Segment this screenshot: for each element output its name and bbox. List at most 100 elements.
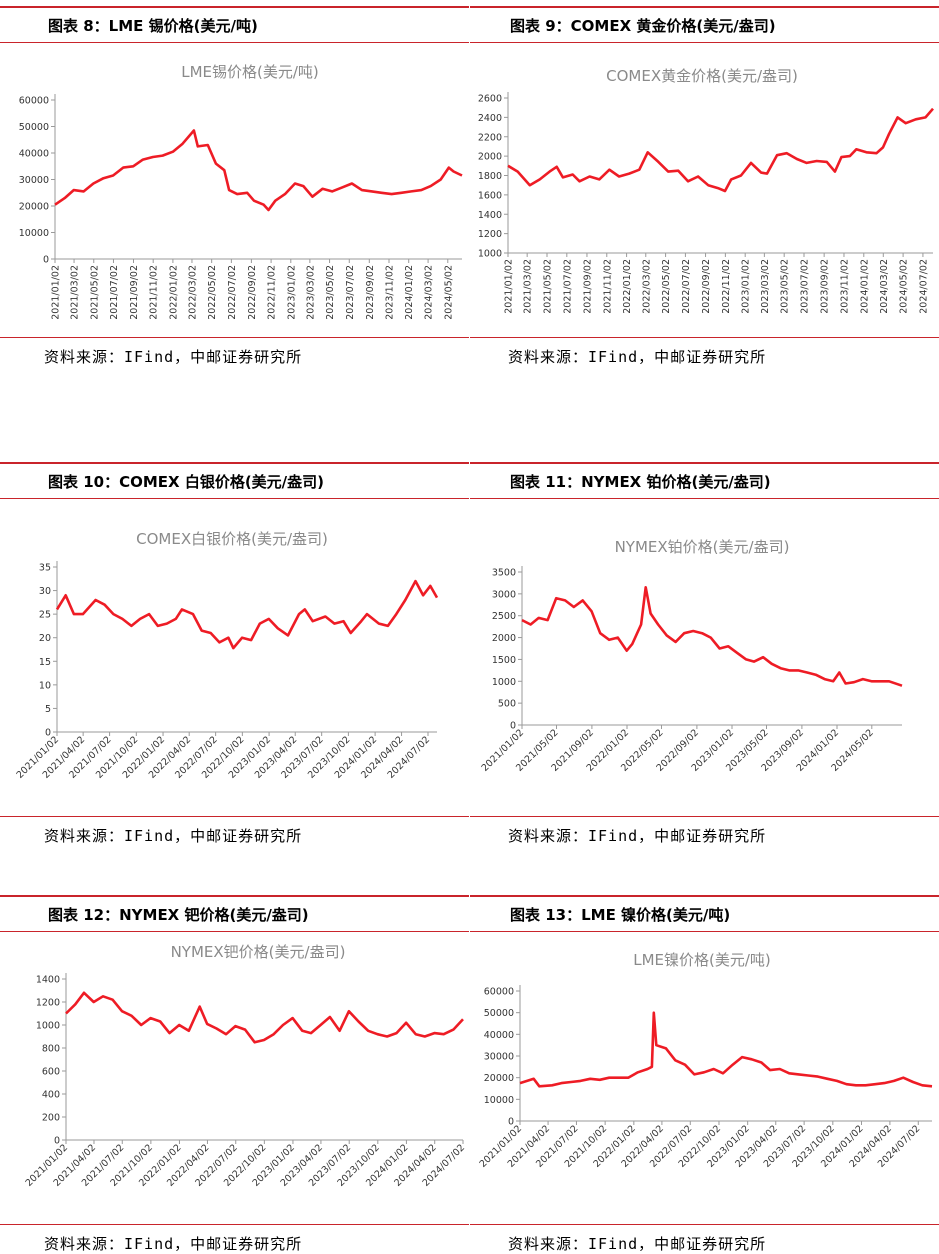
x-tick-label: 2022/07/02: [681, 259, 692, 314]
chart-title: COMEX黄金价格(美元/盎司): [606, 67, 798, 85]
y-tick-label: 3000: [492, 589, 516, 600]
y-tick-label: 600: [42, 1067, 60, 1078]
x-tick-label: 2023/05/02: [780, 259, 791, 314]
panel-title: 图表 8：LME 锡价格(美元/吨): [48, 17, 258, 35]
y-tick-label: 2000: [478, 152, 502, 163]
x-tick-label: 2022/09/02: [247, 265, 258, 320]
price-series-line: [519, 1011, 933, 1088]
y-tick-label: 50000: [484, 1008, 514, 1019]
y-tick-label: 20000: [484, 1073, 514, 1084]
y-tick-label: 40000: [19, 149, 49, 160]
source-note: 资料来源：IFind，中邮证券研究所: [44, 827, 303, 845]
source-row: 资料来源：IFind，中邮证券研究所: [0, 337, 469, 377]
panel-title: 图表 10：COMEX 白银价格(美元/盎司): [48, 473, 325, 491]
y-tick-label: 1400: [478, 210, 502, 221]
line-chart: NYMEX钯价格(美元/盎司) 0 200 400 600 800 1000 1200 1400…: [24, 943, 468, 1189]
source-row: 资料来源：IFind，中邮证券研究所: [470, 1224, 939, 1253]
panel-lme-nickel: 图表 13：LME 镍价格(美元/吨) LME镍价格(美元/吨) 0 10000 20…: [470, 893, 939, 1253]
x-tick-label: 2021/03/02: [70, 265, 81, 320]
source-note: 资料来源：IFind，中邮证券研究所: [44, 1235, 303, 1253]
y-tick-label: 500: [498, 699, 516, 710]
x-tick-label: 2024/05/02: [443, 265, 454, 320]
y-tick-label: 1800: [478, 171, 502, 182]
x-tick-label: 2021/01/02: [504, 259, 515, 314]
y-tick-label: 3500: [492, 568, 516, 579]
y-tick-label: 2500: [492, 611, 516, 622]
y-tick-label: 1000: [492, 677, 516, 688]
y-tick-label: 1000: [36, 1021, 60, 1032]
x-tick-label: 2023/11/02: [384, 265, 395, 320]
line-chart: LME镍价格(美元/吨) 0 10000 20000 30000 40000 50000 60…: [478, 951, 933, 1170]
price-series-line: [507, 107, 934, 193]
chart-title: NYMEX铂价格(美元/盎司): [615, 538, 790, 556]
y-tick-label: 40000: [484, 1030, 514, 1041]
y-tick-label: 2000: [492, 633, 516, 644]
y-tick-label: 2200: [478, 132, 502, 143]
x-tick-label: 2022/03/02: [187, 265, 198, 320]
y-tick-label: 1600: [478, 190, 502, 201]
y-tick-label: 15: [39, 657, 51, 668]
y-tick-label: 25: [39, 610, 51, 621]
x-tick-label: 2021/11/02: [602, 259, 613, 314]
chart-title: NYMEX钯价格(美元/盎司): [171, 943, 346, 961]
y-tick-label: 1400: [36, 975, 60, 986]
x-tick-label: 2023/03/02: [760, 259, 771, 314]
y-tick-label: 30: [39, 586, 51, 597]
source-row: 资料来源：IFind，中邮证券研究所: [0, 1224, 469, 1253]
x-tick-label: 2023/01/02: [741, 259, 752, 314]
y-tick-label: 60000: [484, 987, 514, 998]
x-tick-label: 2022/07/02: [227, 265, 238, 320]
panel-title: 图表 11：NYMEX 铂价格(美元/盎司): [510, 473, 771, 491]
chart-title: LME锡价格(美元/吨): [181, 63, 319, 81]
panel-header: 图表 9：COMEX 黄金价格(美元/盎司): [470, 6, 939, 43]
y-tick-label: 35: [39, 563, 51, 574]
y-tick-label: 0: [508, 1117, 514, 1128]
y-tick-label: 20000: [19, 202, 49, 213]
price-series-line: [54, 129, 463, 212]
source-row: 资料来源：IFind，中邮证券研究所: [470, 337, 939, 377]
x-tick-label: 2023/09/02: [365, 265, 376, 320]
panel-nymex-platinum: 图表 11：NYMEX 铂价格(美元/盎司) NYMEX铂价格(美元/盎司) 0 5…: [470, 460, 939, 880]
x-tick-label: 2023/05/02: [325, 265, 336, 320]
x-tick-label: 2023/03/02: [305, 265, 316, 320]
panel-header: 图表 8：LME 锡价格(美元/吨): [0, 6, 469, 43]
price-series-line: [521, 586, 903, 687]
price-series-line: [65, 991, 464, 1044]
x-tick-label: 2024/01/02: [404, 265, 415, 320]
y-tick-label: 800: [42, 1044, 60, 1055]
panel-header: 图表 10：COMEX 白银价格(美元/盎司): [0, 462, 469, 499]
y-tick-label: 1200: [478, 229, 502, 240]
panel-header: 图表 11：NYMEX 铂价格(美元/盎司): [470, 462, 939, 499]
y-tick-label: 2600: [478, 94, 502, 105]
x-tick-label: 2021/09/02: [582, 259, 593, 314]
x-tick-label: 2022/09/02: [701, 259, 712, 314]
y-tick-label: 5: [45, 704, 51, 715]
source-row: 资料来源：IFind，中邮证券研究所: [0, 816, 469, 856]
y-tick-label: 0: [43, 255, 49, 266]
x-tick-label: 2024/03/02: [879, 259, 890, 314]
x-tick-label: 2021/05/02: [542, 259, 553, 314]
source-note: 资料来源：IFind，中邮证券研究所: [508, 348, 767, 366]
panel-title: 图表 12：NYMEX 钯价格(美元/盎司): [48, 906, 309, 924]
panel-comex-gold: 图表 9：COMEX 黄金价格(美元/盎司) COMEX黄金价格(美元/盎司) 1…: [470, 0, 939, 450]
y-tick-label: 20: [39, 633, 51, 644]
panel-lme-tin: 图表 8：LME 锡价格(美元/吨) LME锡价格(美元/吨) 0 10000 200…: [0, 0, 469, 450]
x-tick-label: 2022/01/02: [622, 259, 633, 314]
x-tick-label: 2022/11/02: [267, 265, 278, 320]
x-tick-label: 2023/07/02: [345, 265, 356, 320]
panel-header: 图表 13：LME 镍价格(美元/吨): [470, 895, 939, 932]
y-tick-label: 1500: [492, 655, 516, 666]
y-tick-label: 10: [39, 680, 51, 691]
x-tick-label: 2021/11/02: [149, 265, 160, 320]
x-tick-label: 2023/09/02: [820, 259, 831, 314]
x-tick-label: 2022/11/02: [721, 259, 732, 314]
y-tick-label: 60000: [19, 96, 49, 107]
line-chart: COMEX黄金价格(美元/盎司) 1000 1200 1400 1600 1800 2000…: [478, 67, 934, 314]
x-tick-label: 2023/07/02: [800, 259, 811, 314]
x-tick-label: 2021/07/02: [562, 259, 573, 314]
panel-header: 图表 12：NYMEX 钯价格(美元/盎司): [0, 895, 469, 932]
source-row: 资料来源：IFind，中邮证券研究所: [470, 816, 939, 856]
chart-title: COMEX白银价格(美元/盎司): [136, 530, 328, 548]
y-tick-label: 30000: [484, 1052, 514, 1063]
source-note: 资料来源：IFind，中邮证券研究所: [508, 827, 767, 845]
